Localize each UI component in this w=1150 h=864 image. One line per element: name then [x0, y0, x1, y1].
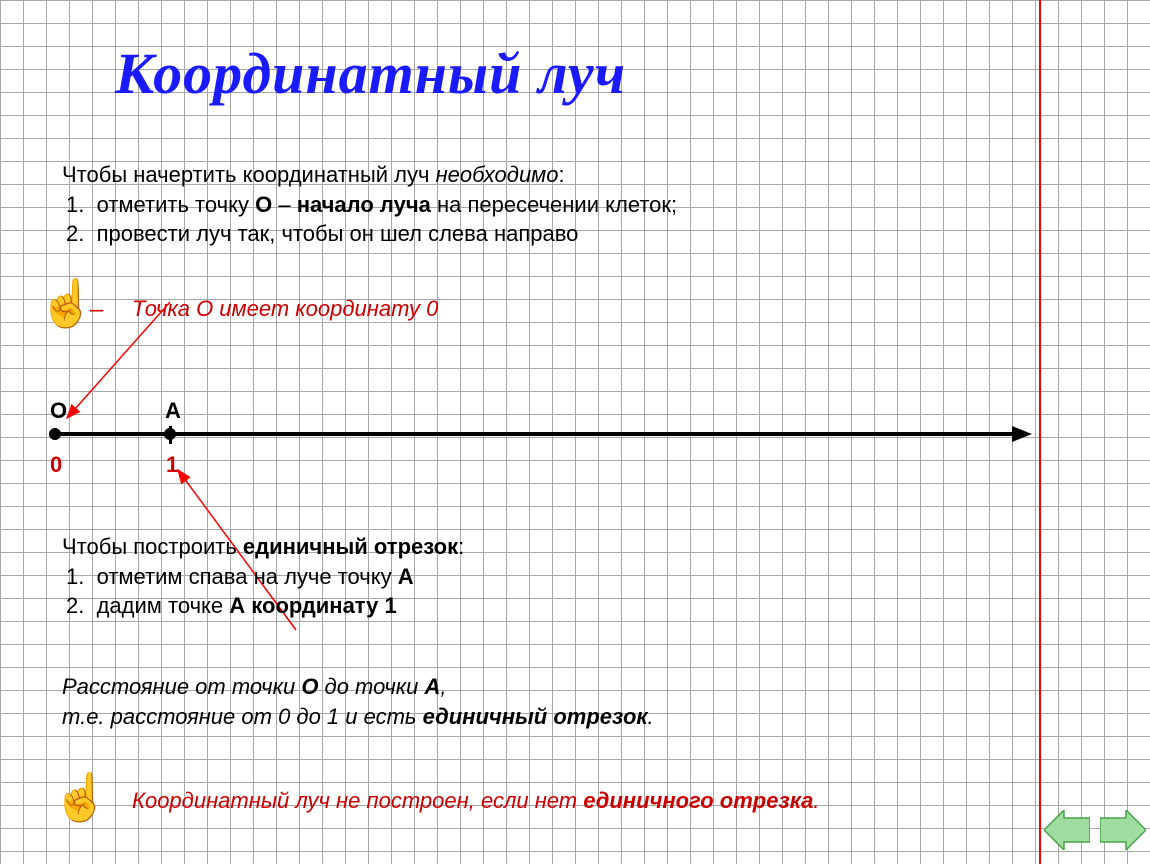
margin-line — [1039, 0, 1041, 864]
coord-1: 1 — [166, 452, 178, 478]
note-top-dash: – — [90, 294, 103, 326]
intro-item-1: отметить точку О – начало луча на пересе… — [97, 192, 678, 217]
build-line: Чтобы построить единичный отрезок: — [62, 532, 464, 562]
distance-line-1: Расстояние от точки О до точки А, — [62, 672, 654, 702]
distance-block: Расстояние от точки О до точки А, т.е. р… — [62, 672, 654, 731]
hand-icon: ☝ — [52, 770, 109, 825]
point-A-dot — [164, 428, 176, 440]
build-block: Чтобы построить единичный отрезок: 1. от… — [62, 532, 464, 621]
coord-0: 0 — [50, 452, 62, 478]
hand-icon: ☝ — [38, 276, 95, 331]
ray-arrowhead — [1012, 426, 1032, 442]
build-item-2: дадим точке А координату 1 — [97, 593, 397, 618]
note-bottom: Координатный луч не построен, если нет е… — [132, 786, 819, 816]
point-O-dot — [49, 428, 61, 440]
next-arrow[interactable] — [1100, 810, 1146, 850]
point-O-label: O — [50, 398, 67, 424]
distance-line-2: т.е. расстояние от 0 до 1 и есть единичн… — [62, 702, 654, 732]
build-item-1: отметим спава на луче точку А — [97, 564, 414, 589]
ray-line — [55, 432, 1015, 436]
page-title: Координатный луч — [115, 40, 626, 107]
note-top: Точка О имеет координату 0 — [132, 294, 438, 324]
point-A-label: А — [165, 398, 181, 424]
intro-line: Чтобы начертить координатный луч необход… — [62, 160, 677, 190]
prev-arrow[interactable] — [1044, 810, 1090, 850]
intro-block: Чтобы начертить координатный луч необход… — [62, 160, 677, 249]
intro-item-2: провести луч так, чтобы он шел слева нап… — [97, 221, 579, 246]
